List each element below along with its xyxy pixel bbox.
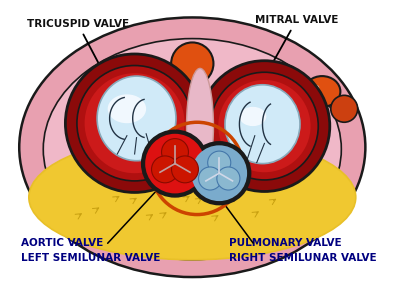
Ellipse shape (304, 76, 340, 107)
Ellipse shape (43, 39, 341, 260)
Text: MITRAL VALVE: MITRAL VALVE (255, 15, 338, 85)
Text: AORTIC VALVE: AORTIC VALVE (21, 238, 103, 248)
Ellipse shape (19, 17, 366, 277)
Circle shape (65, 54, 204, 192)
Circle shape (171, 42, 213, 85)
Circle shape (151, 156, 178, 183)
Circle shape (217, 167, 240, 190)
Text: RIGHT SEMILUNAR VALVE: RIGHT SEMILUNAR VALVE (229, 253, 377, 262)
Circle shape (199, 167, 222, 190)
Circle shape (77, 65, 192, 181)
Circle shape (188, 142, 250, 204)
Circle shape (145, 134, 205, 193)
Circle shape (331, 95, 358, 122)
Text: PULMONARY VALVE: PULMONARY VALVE (229, 238, 341, 248)
Circle shape (208, 151, 231, 174)
Text: LEFT SEMILUNAR VALVE: LEFT SEMILUNAR VALVE (21, 253, 160, 262)
Ellipse shape (29, 135, 356, 260)
Circle shape (171, 156, 198, 183)
Circle shape (211, 72, 318, 180)
Ellipse shape (312, 85, 319, 91)
Circle shape (84, 73, 184, 173)
Ellipse shape (225, 85, 300, 164)
Text: TRICUSPID VALVE: TRICUSPID VALVE (27, 19, 129, 87)
Ellipse shape (186, 68, 213, 184)
Ellipse shape (239, 107, 266, 126)
Circle shape (199, 61, 330, 192)
Circle shape (162, 138, 188, 165)
Ellipse shape (97, 76, 176, 161)
Circle shape (142, 131, 208, 196)
Circle shape (191, 145, 247, 201)
Ellipse shape (108, 94, 146, 123)
Circle shape (218, 80, 310, 172)
